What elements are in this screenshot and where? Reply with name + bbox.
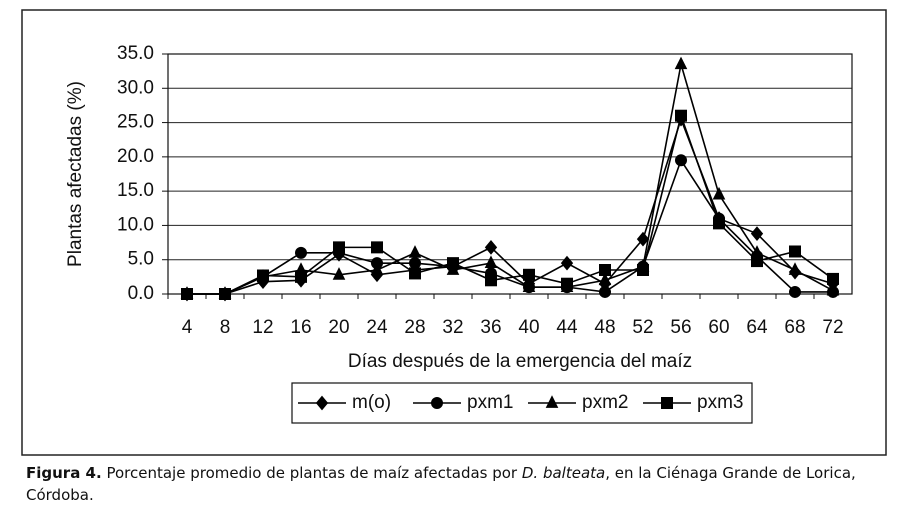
x-tick-label: 56: [670, 317, 691, 338]
point: [674, 56, 688, 70]
point: [750, 226, 764, 242]
point: [599, 264, 611, 276]
x-tick-label: 28: [404, 317, 425, 338]
x-tick-label: 12: [252, 317, 273, 338]
x-tick-label: 68: [784, 317, 805, 338]
x-tick-label: 24: [366, 317, 388, 338]
x-tick-label: 8: [220, 317, 231, 338]
caption-text: Porcentaje promedio de plantas de maíz a…: [106, 464, 522, 482]
legend-label: m(o): [352, 392, 391, 413]
x-tick-label: 4: [182, 317, 193, 338]
legend-marker: [431, 397, 443, 409]
point: [295, 246, 307, 259]
point: [827, 272, 839, 285]
caption: Figura 4. Porcentaje promedio de plantas…: [26, 462, 886, 506]
legend-marker: [661, 397, 673, 409]
x-tick-label: 52: [632, 317, 653, 338]
point: [484, 255, 498, 269]
figure-frame: [21, 9, 887, 456]
legend-label: pxm1: [467, 392, 513, 413]
x-tick-label: 40: [518, 317, 539, 338]
point: [675, 154, 687, 167]
point: [257, 269, 269, 282]
chart: Plantas afectadas (%) Días después de la…: [21, 9, 887, 456]
point: [712, 186, 726, 200]
point: [181, 288, 193, 300]
point: [713, 217, 725, 230]
x-axis-title: Días después de la emergencia del maíz: [348, 351, 692, 372]
x-tick-label: 20: [328, 317, 349, 338]
x-tick-label: 44: [556, 317, 578, 338]
y-axis-title: Plantas afectadas (%): [65, 81, 86, 267]
legend-label: pxm3: [697, 392, 743, 413]
series-line: [187, 64, 834, 295]
point: [751, 255, 763, 268]
legend-marker: [545, 395, 559, 408]
plot-frame: [167, 53, 853, 295]
y-tick-label: 5.0: [128, 249, 154, 270]
point: [561, 277, 573, 290]
caption-label: Figura 4.: [26, 464, 102, 482]
y-tick-label: 35.0: [117, 43, 154, 64]
point: [484, 239, 498, 255]
x-tick-label: 48: [594, 317, 615, 338]
y-tick-label: 30.0: [117, 77, 154, 98]
x-tick-label: 36: [480, 317, 501, 338]
point: [333, 241, 345, 254]
point: [789, 285, 801, 298]
legend-label: pxm2: [582, 392, 628, 413]
point: [447, 257, 459, 270]
x-tick-label: 16: [290, 317, 311, 338]
y-tick-label: 20.0: [117, 146, 154, 167]
series-line: [187, 116, 834, 295]
point: [219, 288, 231, 300]
point: [522, 279, 536, 293]
point: [788, 262, 802, 275]
y-tick-label: 10.0: [117, 214, 154, 235]
x-tick-label: 32: [442, 317, 463, 338]
y-tick-label: 15.0: [117, 180, 154, 201]
point: [523, 268, 535, 281]
point: [826, 282, 840, 296]
caption-species: D. balteata: [521, 464, 606, 482]
point: [295, 270, 307, 283]
point: [598, 272, 612, 286]
point: [485, 274, 497, 287]
point: [789, 245, 801, 258]
legend-marker: [315, 395, 329, 411]
point: [409, 257, 421, 270]
point: [371, 241, 383, 254]
caption-text-end: , en la Ciénaga Grande de Lorica, Córdob…: [26, 464, 856, 504]
point: [409, 267, 421, 280]
point: [332, 267, 346, 280]
x-tick-label: 60: [708, 317, 729, 338]
point: [675, 109, 687, 122]
point: [637, 264, 649, 276]
y-tick-label: 25.0: [117, 112, 154, 133]
x-tick-label: 64: [746, 317, 768, 338]
point: [560, 255, 574, 271]
series-line: [187, 112, 834, 295]
y-tick-label: 0.0: [128, 283, 154, 304]
point: [636, 231, 650, 247]
series-line: [187, 158, 833, 295]
point: [599, 285, 611, 298]
point: [370, 262, 384, 275]
x-tick-label: 72: [822, 317, 843, 338]
point: [408, 245, 422, 258]
